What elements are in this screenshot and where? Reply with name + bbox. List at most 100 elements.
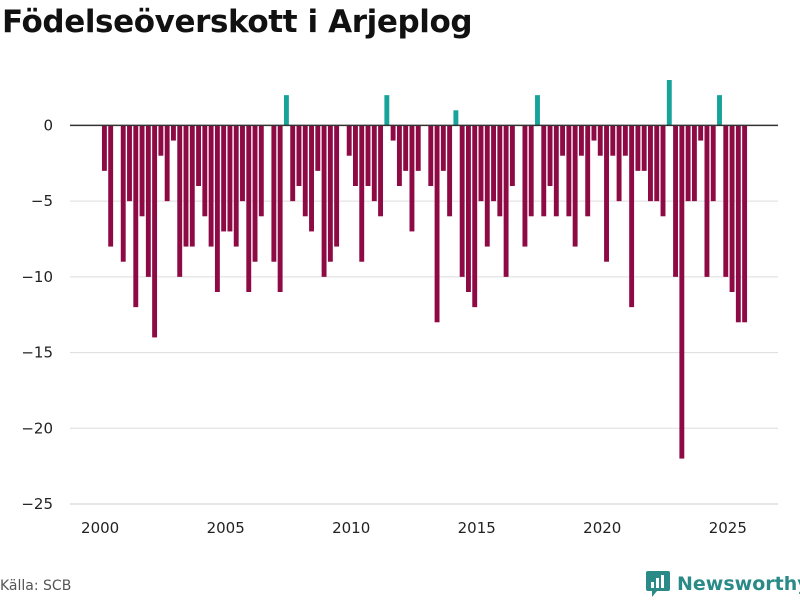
bar (447, 125, 453, 217)
bar (735, 125, 741, 323)
x-axis-ticks: 2000 2005 2010 2015 2020 2025 (81, 519, 747, 537)
bar (641, 125, 647, 171)
bar (497, 125, 503, 217)
bar (133, 125, 139, 308)
bar (346, 125, 352, 156)
bar (378, 125, 384, 217)
bar (233, 125, 239, 247)
bar (390, 125, 396, 141)
bar (183, 125, 189, 247)
bar (465, 125, 471, 293)
bar (585, 125, 591, 217)
y-tick-label: −15 (21, 344, 53, 362)
bar (622, 125, 628, 156)
bar (503, 125, 509, 277)
brand-name: Newsworthy (677, 573, 800, 595)
bar (691, 125, 697, 202)
bar (396, 125, 402, 186)
x-tick-label: 2000 (81, 519, 119, 537)
bar (158, 125, 164, 156)
y-tick-label: −5 (31, 192, 53, 210)
bar (164, 125, 170, 202)
bar (654, 125, 660, 202)
bar (189, 125, 195, 247)
bar (127, 125, 132, 202)
newsworthy-icon (646, 571, 670, 597)
bar (648, 125, 653, 202)
bar (334, 125, 340, 247)
bar (472, 125, 478, 308)
y-tick-label: 0 (43, 116, 53, 134)
bar (560, 125, 566, 156)
bar (196, 125, 201, 186)
newsworthy-logo: Newsworthy (645, 569, 800, 599)
bar (723, 125, 729, 277)
bar (459, 125, 465, 277)
bar (553, 125, 559, 217)
bar (296, 125, 302, 186)
bar (221, 125, 227, 232)
bar (604, 125, 609, 262)
bar (635, 125, 641, 171)
bar (258, 125, 264, 217)
chart-title: Födelseöverskott i Arjeplog (2, 4, 473, 40)
source-label: Källa: SCB (0, 578, 72, 594)
bar (478, 125, 484, 202)
bar (566, 125, 572, 217)
x-tick-label: 2015 (458, 519, 496, 537)
bar (315, 125, 321, 171)
bar (277, 125, 283, 293)
bar (535, 95, 540, 126)
bar (710, 125, 716, 202)
bar (353, 125, 358, 186)
bar (240, 125, 245, 202)
bar (384, 95, 390, 126)
bar (578, 125, 584, 156)
bar (170, 125, 176, 141)
x-tick-label: 2020 (583, 519, 621, 537)
bar (610, 125, 616, 156)
bar (660, 125, 666, 217)
bar (528, 125, 534, 217)
bar (491, 125, 496, 202)
bar (120, 125, 126, 262)
x-tick-label: 2010 (332, 519, 370, 537)
bars (101, 80, 748, 459)
bar (616, 125, 622, 202)
grid-lines (70, 200, 778, 429)
bar (202, 125, 208, 217)
bar (365, 125, 371, 186)
bar (428, 125, 434, 186)
bar (742, 125, 748, 323)
bar (145, 125, 151, 277)
bar (246, 125, 252, 293)
x-tick-label: 2005 (207, 519, 245, 537)
bar (572, 125, 578, 247)
bar (434, 125, 440, 323)
bar (101, 125, 107, 171)
bar (309, 125, 314, 232)
y-axis-ticks: 0 −5 −10 −15 −20 −25 (21, 116, 53, 513)
bar (704, 125, 710, 277)
bar (139, 125, 145, 217)
bar (371, 125, 377, 202)
bar (252, 125, 258, 262)
bar (484, 125, 490, 247)
bar (208, 125, 214, 247)
bar (717, 95, 722, 126)
bar (597, 125, 603, 156)
bar (522, 125, 528, 247)
bar (302, 125, 308, 217)
bar (214, 125, 220, 293)
y-tick-label: −10 (21, 268, 53, 286)
bar (541, 125, 547, 217)
bar (271, 125, 277, 262)
bar (227, 125, 233, 232)
bar (666, 80, 672, 126)
bar (629, 125, 635, 308)
bar (359, 125, 365, 262)
bar (409, 125, 415, 232)
bar (509, 125, 515, 186)
bar (403, 125, 409, 171)
